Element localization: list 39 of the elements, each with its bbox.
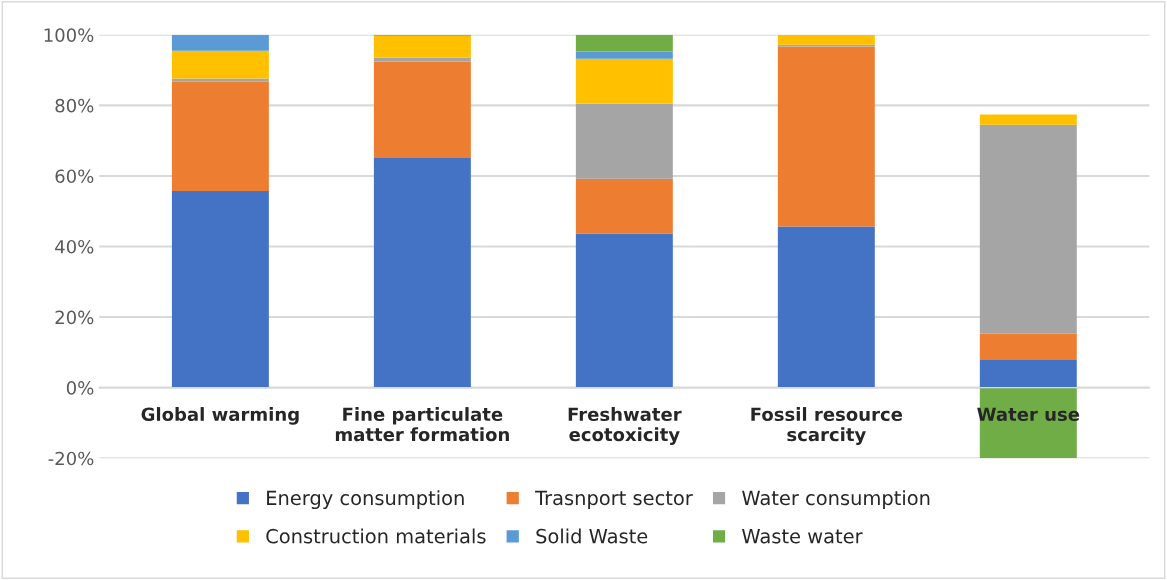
bar	[171, 50, 269, 79]
bar	[575, 178, 673, 234]
x-tick-label: Fine particulate matter formation	[335, 407, 509, 442]
bar	[979, 124, 1077, 334]
y-tick-label: 100%	[44, 28, 94, 42]
legend-label: Water consumption	[742, 490, 930, 510]
x-tick-label: Global warming	[141, 407, 299, 425]
bar	[575, 34, 673, 52]
y-tick-label: 0%	[66, 381, 94, 395]
bar	[979, 333, 1077, 361]
bar	[171, 78, 269, 82]
bar	[777, 226, 875, 388]
bar	[777, 46, 875, 227]
legend-label: Trasnport sector	[535, 490, 693, 510]
bar	[373, 61, 471, 158]
bar	[373, 57, 471, 62]
bar	[171, 34, 269, 51]
x-tick-label: Freshwater ecotoxicity	[568, 407, 682, 445]
x-tick-label: Fossil resource scarcity	[751, 407, 903, 445]
bar	[373, 35, 471, 58]
bar	[575, 51, 673, 59]
bar	[575, 103, 673, 179]
y-tick-label: 20%	[55, 310, 94, 325]
bar	[171, 81, 269, 192]
bar	[171, 191, 269, 388]
bar	[373, 157, 471, 388]
bar	[979, 114, 1077, 125]
y-tick-label: 60%	[55, 169, 94, 184]
bar	[575, 233, 673, 388]
bar	[777, 34, 875, 45]
legend-label: Construction materials	[266, 528, 486, 544]
y-tick-label: 40%	[55, 239, 94, 254]
legend-label: Waste water	[742, 529, 863, 544]
legend-label: Solid Waste	[536, 528, 648, 544]
bar	[979, 360, 1077, 388]
y-tick-label: -20%	[48, 451, 94, 466]
y-tick-label: 80%	[55, 98, 94, 113]
bar	[575, 58, 673, 104]
legend-label: Energy consumption	[267, 490, 464, 510]
